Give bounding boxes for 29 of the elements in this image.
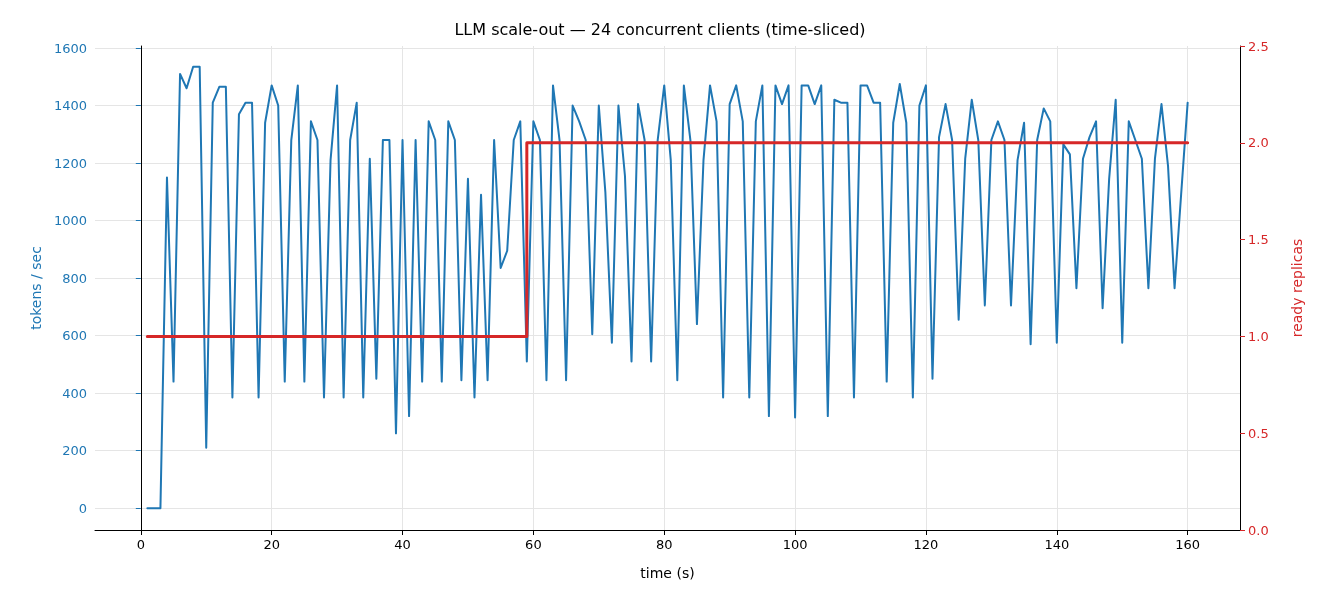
- y2-tick-label: 0.5: [1248, 425, 1269, 441]
- y-tick-label: 0: [78, 500, 87, 516]
- y-tick-label: 400: [62, 385, 87, 401]
- y-tick-label: 800: [62, 270, 87, 286]
- y-tick-label: 1000: [53, 213, 87, 229]
- y-tick-label: 200: [62, 443, 87, 459]
- y2-tick-label: 1.5: [1248, 232, 1269, 248]
- x-tick-label: 20: [263, 537, 280, 552]
- y-tick-label: 600: [62, 328, 87, 344]
- x-tick-label: 0: [136, 537, 145, 552]
- x-tick-label: 140: [1044, 537, 1070, 552]
- y-tick-label: 1600: [53, 40, 87, 56]
- x-tick-label: 60: [525, 537, 542, 552]
- y2-tick-label: 2.5: [1248, 38, 1269, 54]
- y2-tick-label: 2.0: [1248, 135, 1269, 151]
- y2-tick-label: 1.0: [1248, 328, 1269, 344]
- y2-axis-title: ready replicas: [1289, 238, 1305, 338]
- x-tick-label: 80: [655, 537, 673, 552]
- x-tick-label: 160: [1175, 537, 1201, 552]
- x-tick-label: 100: [782, 537, 808, 552]
- x-tick-label: 40: [394, 537, 411, 552]
- y2-tick-label: 0.0: [1248, 522, 1269, 538]
- y-tick-label: 1400: [53, 98, 87, 114]
- y-axis-title: tokens / sec: [28, 246, 45, 330]
- x-axis-title: time (s): [640, 565, 695, 581]
- y-tick-label: 1200: [53, 155, 87, 171]
- x-tick-label: 120: [913, 537, 939, 552]
- chart-title: LLM scale-out — 24 concurrent clients (time-sliced): [454, 19, 866, 39]
- line-series: [146, 65, 1189, 510]
